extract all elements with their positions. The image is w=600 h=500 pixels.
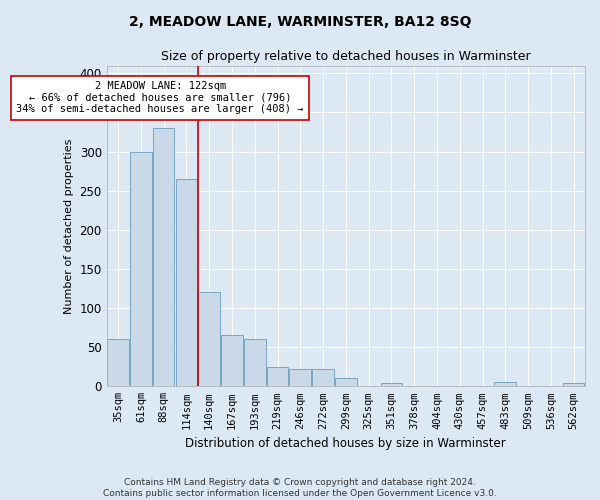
Bar bbox=[244, 340, 266, 386]
Bar bbox=[289, 369, 311, 386]
Bar bbox=[153, 128, 175, 386]
Bar bbox=[267, 366, 289, 386]
Bar bbox=[130, 152, 152, 386]
X-axis label: Distribution of detached houses by size in Warminster: Distribution of detached houses by size … bbox=[185, 437, 506, 450]
Text: 2, MEADOW LANE, WARMINSTER, BA12 8SQ: 2, MEADOW LANE, WARMINSTER, BA12 8SQ bbox=[129, 15, 471, 29]
Bar bbox=[176, 179, 197, 386]
Bar bbox=[312, 369, 334, 386]
Bar bbox=[199, 292, 220, 386]
Bar bbox=[380, 383, 402, 386]
Bar bbox=[494, 382, 516, 386]
Text: Contains HM Land Registry data © Crown copyright and database right 2024.
Contai: Contains HM Land Registry data © Crown c… bbox=[103, 478, 497, 498]
Bar bbox=[221, 336, 243, 386]
Text: 2 MEADOW LANE: 122sqm
← 66% of detached houses are smaller (796)
34% of semi-det: 2 MEADOW LANE: 122sqm ← 66% of detached … bbox=[16, 81, 304, 114]
Y-axis label: Number of detached properties: Number of detached properties bbox=[64, 138, 74, 314]
Title: Size of property relative to detached houses in Warminster: Size of property relative to detached ho… bbox=[161, 50, 530, 63]
Bar bbox=[107, 340, 129, 386]
Bar bbox=[563, 383, 584, 386]
Bar bbox=[335, 378, 356, 386]
